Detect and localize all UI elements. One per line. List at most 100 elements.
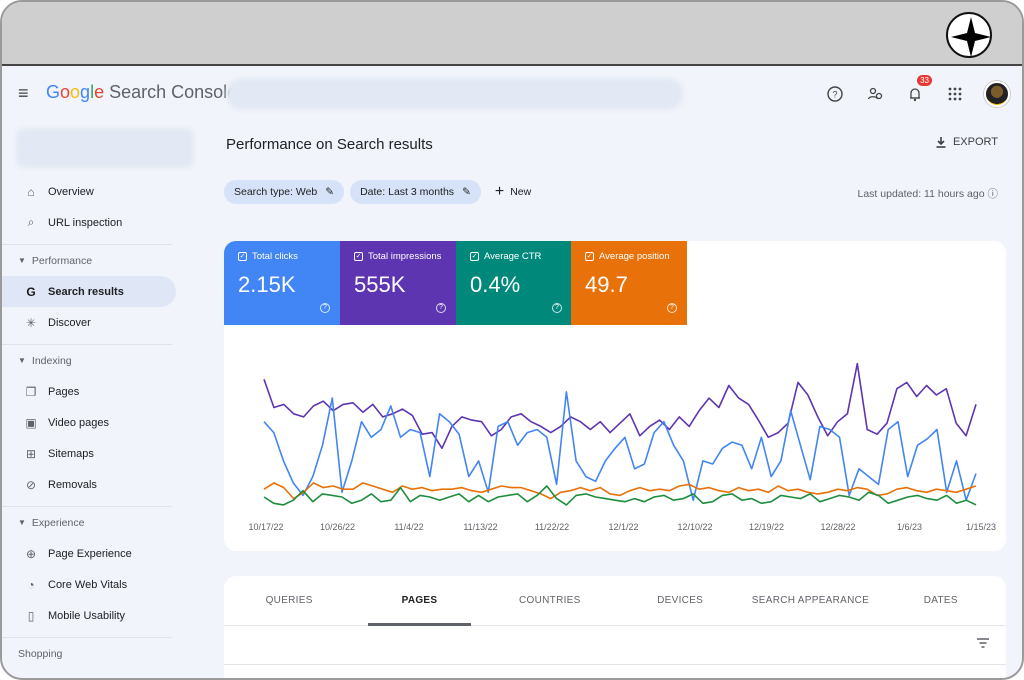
last-updated-text: Last updated: 11 hours ago ⓘ	[857, 188, 999, 200]
edit-pencil-icon: ✎	[462, 186, 471, 198]
help-icon[interactable]: ?	[552, 303, 562, 313]
tab-search-appearance[interactable]: SEARCH APPEARANCE	[751, 595, 870, 606]
checkbox-icon[interactable]: ✓	[585, 252, 594, 261]
sidebar-item-search-results[interactable]: G Search results	[2, 276, 176, 307]
sidebar-item-overview[interactable]: ⌂ Overview	[2, 176, 176, 207]
compass-icon	[946, 12, 992, 58]
top-app-bar: ≡ Google Search Console ? 33	[2, 68, 1022, 120]
performance-card: ✓ Total clicks 2.15K ? ✓ Total impressions…	[224, 241, 1006, 551]
x-tick-label: 12/28/22	[820, 522, 855, 532]
notification-badge: 33	[917, 75, 932, 86]
sidebar-nav: ⌂ Overview ⌕ URL inspection ▼ Performanc…	[2, 176, 202, 669]
sidebar-item-label: Video pages	[48, 416, 109, 429]
x-tick-label: 12/1/22	[608, 522, 638, 532]
removals-icon: ⊘	[25, 477, 37, 492]
sidebar-item-label: Sitemaps	[48, 447, 94, 460]
manage-users-icon[interactable]	[864, 83, 886, 105]
sidebar-item-url-inspection[interactable]: ⌕ URL inspection	[2, 207, 176, 238]
video-pages-icon: ▣	[25, 415, 37, 430]
gauge-icon: ◔	[27, 577, 35, 592]
sidebar-section-experience[interactable]: ▼ Experience	[2, 506, 172, 538]
x-tick-label: 12/19/22	[749, 522, 784, 532]
sidebar-item-label: URL inspection	[48, 216, 123, 229]
sidebar-item-core-web-vitals[interactable]: ◔ Core Web Vitals	[2, 569, 176, 600]
dimension-tabs-card: QUERIES PAGES COUNTRIES DEVICES SEARCH APPEA…	[224, 576, 1006, 678]
sidebar-item-label: Search results	[48, 285, 124, 298]
menu-icon[interactable]: ≡	[18, 83, 29, 103]
x-tick-label: 12/10/22	[677, 522, 712, 532]
help-icon[interactable]: ⓘ	[987, 188, 999, 200]
avatar[interactable]	[984, 81, 1010, 107]
caret-down-icon: ▼	[18, 356, 26, 365]
download-icon	[936, 137, 946, 148]
date-range-chip[interactable]: Date: Last 3 months ✎	[350, 180, 481, 204]
checkbox-icon[interactable]: ✓	[238, 252, 247, 261]
tab-pages[interactable]: PAGES	[354, 576, 484, 626]
metric-average-ctr[interactable]: ✓ Average CTR 0.4% ?	[456, 241, 572, 325]
caret-down-icon: ▼	[18, 256, 26, 265]
home-icon: ⌂	[27, 184, 35, 199]
property-selector[interactable]	[16, 128, 194, 168]
x-tick-label: 1/15/23	[966, 522, 996, 532]
metric-total-clicks[interactable]: ✓ Total clicks 2.15K ?	[224, 241, 340, 325]
search-type-chip[interactable]: Search type: Web ✎	[224, 180, 345, 204]
x-tick-label: 11/13/22	[463, 522, 497, 532]
sidebar-item-sitemaps[interactable]: ⊞ Sitemaps	[2, 438, 176, 469]
sidebar-item-label: Discover	[48, 316, 91, 329]
sidebar-section-shopping[interactable]: Shopping	[2, 637, 172, 669]
tab-queries[interactable]: QUERIES	[265, 595, 313, 606]
page-title: Performance on Search results	[226, 136, 433, 153]
sidebar-item-removals[interactable]: ⊘ Removals	[2, 469, 176, 500]
product-name: Search Console	[109, 82, 238, 102]
sitemap-icon: ⊞	[25, 446, 37, 461]
x-tick-label: 1/6/23	[897, 522, 922, 532]
metric-average-position[interactable]: ✓ Average position 49.7 ?	[571, 241, 687, 325]
sidebar-item-label: Removals	[48, 478, 97, 491]
help-icon[interactable]: ?	[436, 303, 446, 313]
sidebar-section-performance[interactable]: ▼ Performance	[2, 244, 172, 276]
help-icon[interactable]: ?	[320, 303, 330, 313]
sidebar-item-mobile-usability[interactable]: ▯ Mobile Usability	[2, 600, 176, 631]
apps-grid-icon[interactable]	[944, 83, 966, 105]
svg-text:?: ?	[832, 90, 837, 100]
mobile-icon: ▯	[27, 608, 35, 623]
sidebar-item-video-pages[interactable]: ▣ Video pages	[2, 407, 176, 438]
sidebar-item-label: Core Web Vitals	[48, 578, 128, 591]
sidebar-section-indexing[interactable]: ▼ Indexing	[2, 344, 172, 376]
help-icon[interactable]: ?	[824, 83, 846, 105]
search-icon: ⌕	[27, 215, 35, 229]
asterisk-icon: ✳	[25, 315, 37, 330]
sidebar-item-label: Page Experience	[48, 547, 132, 560]
new-filter-button[interactable]: + New	[494, 183, 532, 200]
checkbox-icon[interactable]: ✓	[354, 252, 363, 261]
notifications-icon[interactable]: 33	[904, 75, 932, 105]
series-line-average-ctr	[263, 485, 977, 506]
checkbox-icon[interactable]: ✓	[470, 252, 479, 261]
caret-down-icon: ▼	[18, 518, 26, 527]
series-line-average-position	[263, 482, 977, 500]
sidebar-item-label: Mobile Usability	[48, 609, 126, 622]
metric-total-impressions[interactable]: ✓ Total impressions 555K ?	[340, 241, 456, 325]
series-line-total-impressions	[263, 362, 977, 450]
sidebar-item-pages[interactable]: ❐ Pages	[2, 376, 176, 407]
performance-chart: 10/17/22 10/26/22 11/4/22 11/13/22 11/22/22 1…	[248, 362, 996, 532]
x-tick-label: 11/4/22	[394, 522, 423, 532]
x-tick-label: 11/22/22	[535, 522, 569, 532]
tab-devices[interactable]: DEVICES	[657, 595, 704, 606]
tab-dates[interactable]: DATES	[923, 595, 958, 606]
os-title-bar	[2, 2, 1022, 66]
plus-icon: +	[494, 183, 505, 200]
tab-countries[interactable]: COUNTRIES	[519, 595, 581, 606]
filter-icon[interactable]	[976, 636, 990, 652]
edit-pencil-icon: ✎	[325, 186, 335, 198]
table-divider	[224, 664, 1006, 665]
x-tick-label: 10/17/22	[248, 522, 283, 532]
export-button[interactable]: EXPORT	[935, 136, 998, 148]
dimension-tabs: QUERIES PAGES COUNTRIES DEVICES SEARCH APPEA…	[224, 576, 1006, 626]
sidebar-item-discover[interactable]: ✳ Discover	[2, 307, 176, 338]
sidebar-item-page-experience[interactable]: ⊕ Page Experience	[2, 538, 176, 569]
google-search-console-logo[interactable]: Google Search Console	[46, 82, 238, 102]
help-icon[interactable]: ?	[667, 303, 677, 313]
search-input[interactable]	[226, 78, 684, 110]
